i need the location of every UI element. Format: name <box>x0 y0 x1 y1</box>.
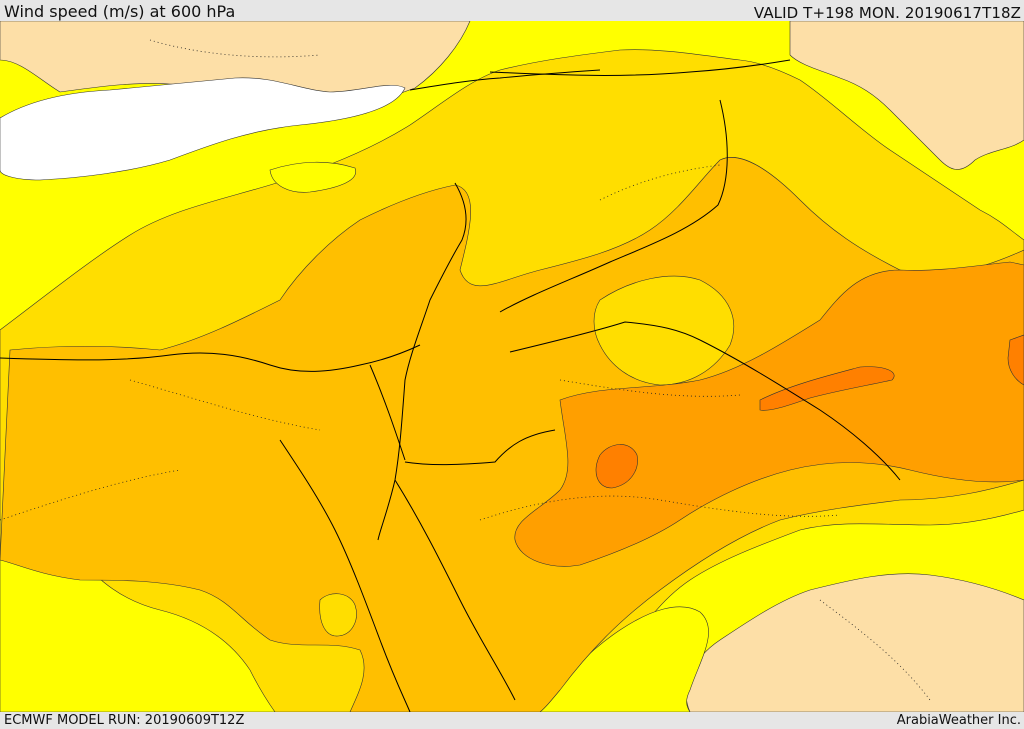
dark-orange-zone-1 <box>595 444 638 489</box>
gold-blob-jordan <box>593 275 734 386</box>
border-jordan-saudi <box>509 321 701 353</box>
coastline-egypt <box>0 344 421 372</box>
border-iraq-west <box>499 99 728 313</box>
white-zone-sea <box>0 77 406 181</box>
credit-text: ArabiaWeather Inc. <box>896 713 1021 728</box>
admin-line-4 <box>479 495 841 521</box>
map-footer: ECMWF MODEL RUN: 20190609T12Z ArabiaWeat… <box>0 712 1024 729</box>
border-sinai <box>404 429 556 466</box>
border-saudi-iraq <box>699 339 901 481</box>
admin-lines-layer <box>0 39 931 701</box>
wind-speed-map[interactable] <box>0 21 1024 712</box>
dark-orange-zone-2 <box>759 366 895 411</box>
border-turkey <box>409 69 601 91</box>
admin-line-5 <box>599 164 721 201</box>
map-canvas <box>0 21 1024 712</box>
border-israel <box>369 364 406 461</box>
coastline-red-sea-east <box>394 479 516 701</box>
yellow-zone-cyprus <box>269 161 357 193</box>
gold-blob-sinai <box>319 593 357 637</box>
borders-layer <box>0 59 901 712</box>
map-title: Wind speed (m/s) at 600 hPa <box>4 2 236 21</box>
peach-zone-northeast <box>789 21 1024 170</box>
coastline-red-sea <box>279 439 411 712</box>
map-header: Wind speed (m/s) at 600 hPa VALID T+198 … <box>0 0 1024 22</box>
model-run: ECMWF MODEL RUN: 20190609T12Z <box>4 713 245 728</box>
valid-time: VALID T+198 MON. 20190617T18Z <box>753 4 1021 22</box>
orange-zone <box>514 261 1024 567</box>
